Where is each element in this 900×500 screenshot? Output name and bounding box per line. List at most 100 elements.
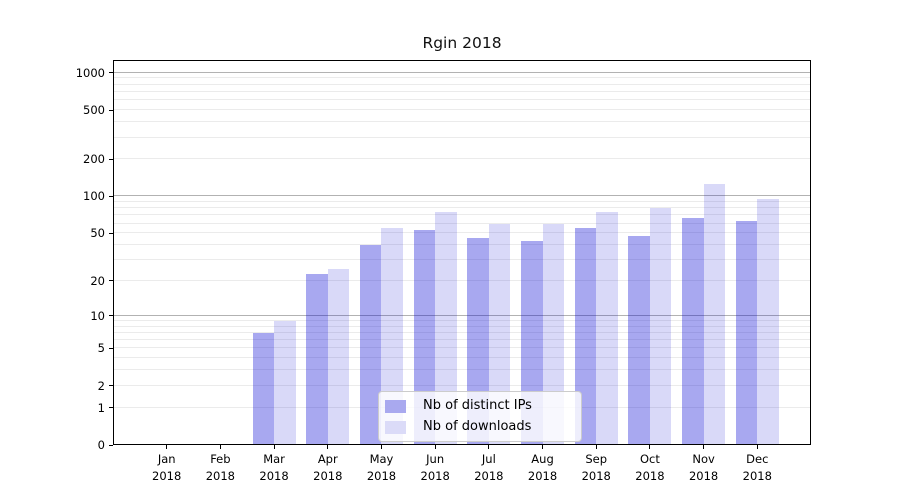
legend-label-downloads: Nb of downloads: [423, 419, 532, 434]
y-tick-label-2: 2: [97, 378, 105, 393]
y-tick-200: [109, 158, 113, 160]
gridline-minor-800: [113, 83, 811, 85]
x-tick-label-nov: Nov 2018: [672, 451, 736, 485]
bar-oct-downloads: [649, 208, 672, 445]
x-tick-month-nov: Nov: [692, 452, 715, 466]
gridline-minor-90: [113, 200, 811, 202]
x-tick-year-dec: 2018: [742, 469, 772, 483]
gridline-minor-30: [113, 259, 811, 260]
gridline-minor-500: [113, 109, 811, 111]
bar-sep-distinct-ips: [574, 228, 597, 445]
x-tick-jul: [488, 445, 490, 449]
x-tick-month-mar: Mar: [263, 452, 285, 466]
y-tick-10: [109, 315, 113, 317]
bar-mar-downloads: [274, 320, 296, 445]
y-tick-100: [109, 195, 113, 197]
bar-may-downloads: [381, 228, 403, 445]
gridline-minor-2: [113, 384, 811, 386]
x-tick-month-dec: Dec: [746, 452, 769, 466]
gridline-major-10: [113, 314, 811, 316]
x-tick-year-mar: 2018: [259, 469, 289, 483]
bar-oct-distinct-ips: [628, 236, 650, 445]
x-tick-year-jun: 2018: [420, 469, 450, 483]
x-tick-year-sep: 2018: [581, 469, 611, 483]
gridline-major-1000: [113, 71, 811, 73]
y-tick-label-500: 500: [83, 103, 105, 118]
x-tick-month-may: May: [369, 452, 394, 466]
gridline-minor-400: [113, 121, 811, 123]
gridline-minor-900: [113, 77, 811, 79]
bar-dec-distinct-ips: [735, 220, 758, 445]
y-tick-label-0: 0: [97, 438, 105, 452]
plot-area: Nb of distinct IPs Nb of downloads: [113, 60, 811, 445]
gridline-minor-5: [113, 347, 811, 349]
y-tick-1: [109, 407, 113, 409]
bar-jul-downloads: [488, 223, 511, 445]
legend-item-downloads: Nb of downloads: [385, 419, 573, 435]
bar-jun-downloads: [435, 211, 457, 445]
bar-sep-downloads: [596, 211, 618, 445]
x-tick-year-jul: 2018: [474, 469, 504, 483]
x-tick-may: [380, 445, 382, 449]
bar-apr-downloads: [327, 269, 350, 445]
x-tick-oct: [649, 445, 651, 449]
x-tick-year-apr: 2018: [313, 469, 343, 483]
x-tick-aug: [542, 445, 544, 449]
bar-mar-distinct-ips: [252, 332, 275, 445]
gridline-minor-40: [113, 243, 811, 245]
gridline-minor-200: [113, 158, 811, 160]
gridline-minor-4: [113, 357, 811, 359]
x-tick-month-sep: Sep: [585, 452, 608, 466]
x-tick-month-jul: Jul: [481, 452, 496, 466]
x-tick-month-apr: Apr: [317, 452, 338, 466]
bar-may-distinct-ips: [359, 244, 382, 445]
x-tick-month-oct: Oct: [639, 452, 660, 466]
x-tick-apr: [327, 445, 329, 449]
x-tick-label-sep: Sep 2018: [564, 451, 628, 485]
bar-nov-downloads: [703, 184, 726, 445]
gridline-minor-300: [113, 136, 811, 138]
x-tick-mar: [273, 445, 275, 449]
x-tick-jun: [434, 445, 436, 449]
x-tick-label-may: May 2018: [349, 451, 413, 485]
bar-apr-distinct-ips: [306, 273, 328, 445]
y-tick-label-50: 50: [90, 226, 105, 241]
x-tick-year-nov: 2018: [688, 469, 719, 483]
gridline-minor-7: [113, 331, 811, 333]
x-tick-feb: [219, 445, 221, 449]
grid-layer: [113, 60, 811, 445]
gridline-minor-8: [113, 325, 811, 327]
gridline-minor-60: [113, 222, 811, 224]
y-tick-label-200: 200: [83, 152, 105, 167]
x-tick-label-oct: Oct 2018: [618, 451, 682, 485]
x-tick-label-apr: Apr 2018: [296, 451, 360, 485]
x-tick-label-dec: Dec 2018: [725, 451, 789, 485]
legend-label-distinct-ips: Nb of distinct IPs: [423, 398, 532, 413]
x-tick-label-jun: Jun 2018: [403, 451, 467, 485]
x-tick-year-feb: 2018: [205, 469, 236, 483]
x-tick-jan: [166, 445, 168, 449]
y-tick-label-1: 1: [97, 400, 105, 415]
y-tick-20: [109, 280, 113, 282]
legend: Nb of distinct IPs Nb of downloads: [378, 391, 582, 442]
bar-dec-downloads: [757, 199, 779, 445]
y-tick-2: [109, 385, 113, 387]
gridline-minor-50: [113, 232, 811, 234]
x-tick-year-oct: 2018: [635, 469, 665, 483]
gridline-minor-600: [113, 99, 811, 101]
gridline-minor-700: [113, 90, 811, 92]
x-tick-month-jan: Jan: [157, 452, 176, 466]
legend-swatch-distinct-ips: [385, 399, 406, 413]
gridline-minor-9: [113, 319, 811, 321]
x-tick-nov: [703, 445, 705, 449]
y-tick-label-20: 20: [90, 273, 105, 288]
x-tick-dec: [756, 445, 758, 449]
x-tick-label-jul: Jul 2018: [457, 451, 521, 485]
chart-title: Rgin 2018: [422, 34, 502, 52]
y-tick-5: [109, 347, 113, 349]
legend-item-distinct-ips: Nb of distinct IPs: [385, 398, 573, 414]
bar-nov-distinct-ips: [682, 217, 704, 445]
gridline-minor-6: [113, 339, 811, 341]
x-tick-year-aug: 2018: [527, 469, 558, 483]
